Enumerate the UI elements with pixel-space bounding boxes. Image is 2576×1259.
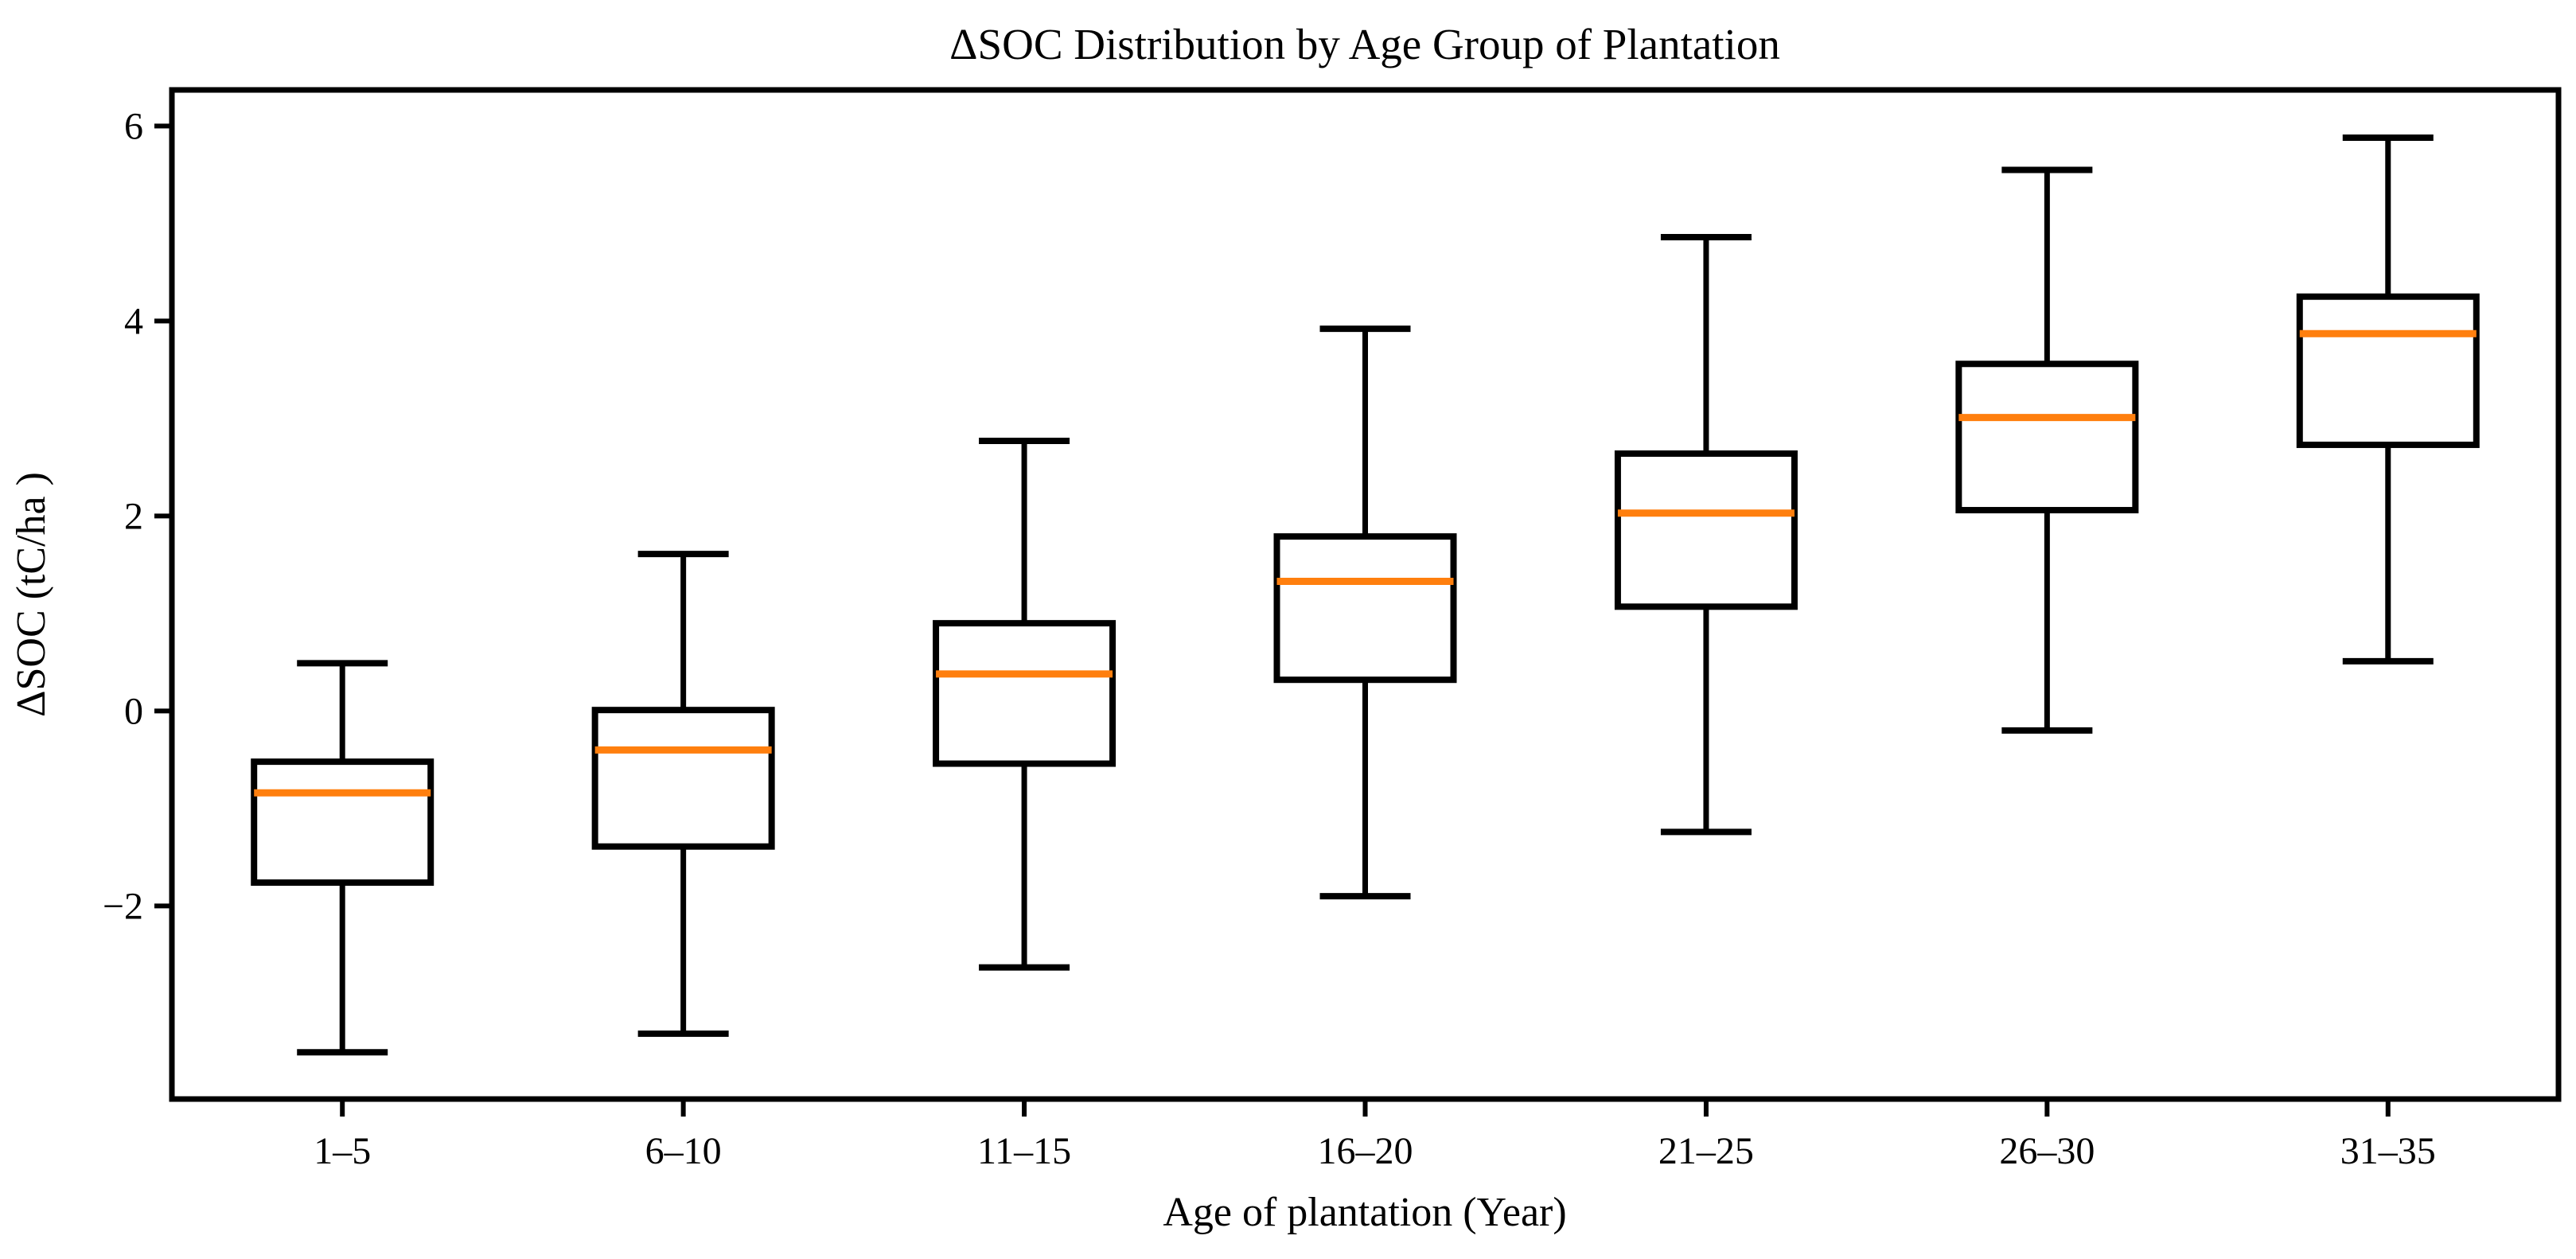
- x-tick-label: 31–35: [2340, 1130, 2436, 1172]
- y-axis-label: ΔSOC (tC/ha ): [9, 472, 54, 717]
- boxplot-group-11–15: [933, 438, 1117, 971]
- iqr-box: [1273, 533, 1457, 684]
- y-tick-label: 4: [124, 300, 143, 342]
- plot-area: −2 0 2 4 6 1–5 6–10 11–15 16–20 21–25 26–30 31–35: [103, 105, 2480, 1172]
- boxplot-group-31–35: [2296, 134, 2480, 665]
- boxplot-group-21–25: [1614, 233, 1798, 836]
- iqr-box: [591, 707, 775, 850]
- iqr-box: [2296, 293, 2480, 448]
- boxplot-group-6–10: [591, 551, 775, 1037]
- chart-title: ΔSOC Distribution by Age Group of Planta…: [949, 20, 1780, 68]
- y-tick-label: −2: [103, 885, 143, 927]
- x-tick-label: 1–5: [314, 1130, 371, 1172]
- y-tick-label: 6: [124, 105, 143, 147]
- x-tick-label: 11–15: [977, 1130, 1071, 1172]
- x-tick-label: 21–25: [1658, 1130, 1754, 1172]
- x-axis-label: Age of plantation (Year): [1163, 1190, 1566, 1235]
- x-tick-label: 6–10: [645, 1130, 722, 1172]
- x-tick-label: 16–20: [1318, 1130, 1413, 1172]
- iqr-box: [1614, 450, 1798, 610]
- iqr-box: [251, 758, 435, 887]
- x-tick-label: 26–30: [1999, 1130, 2095, 1172]
- axes-frame: [169, 87, 2562, 1102]
- iqr-box: [933, 620, 1117, 767]
- boxplot-group-26–30: [1955, 166, 2139, 734]
- y-tick-label: 2: [124, 495, 143, 537]
- y-tick-label: 0: [124, 690, 143, 732]
- iqr-box: [1955, 361, 2139, 514]
- boxplot-group-1–5: [251, 660, 435, 1056]
- boxplot-group-16–20: [1273, 325, 1457, 900]
